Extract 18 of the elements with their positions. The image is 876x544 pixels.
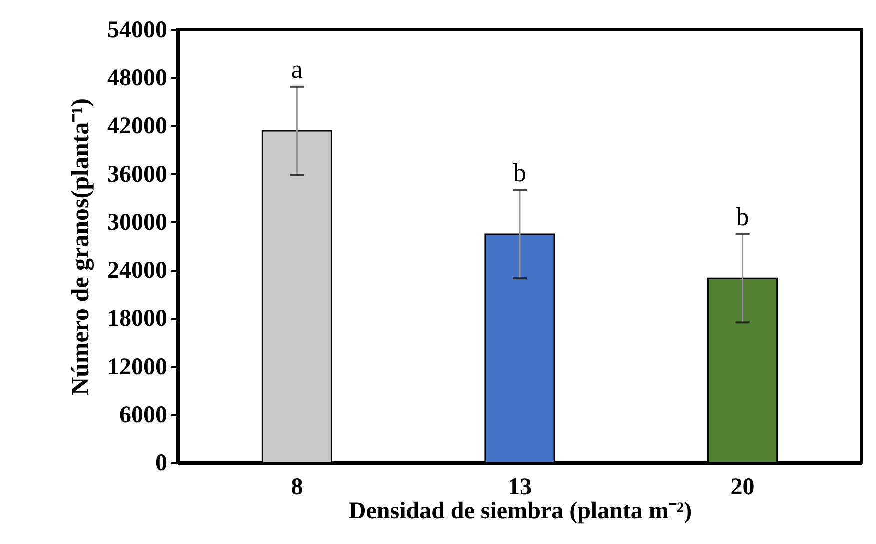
- x-tick-label: 20: [730, 474, 755, 500]
- y-tick-label: 6000: [120, 402, 168, 428]
- y-tick-label: 36000: [108, 162, 168, 188]
- x-axis-title: Densidad de siembra (planta m⁻²): [348, 498, 692, 524]
- y-axis-title: Número de granos(planta⁻¹): [68, 98, 94, 396]
- x-tick-label: 13: [508, 474, 532, 500]
- y-tick-label: 24000: [108, 258, 168, 284]
- annotation: b: [514, 158, 526, 188]
- annotation: a: [291, 54, 304, 84]
- y-tick-label: 18000: [108, 306, 168, 332]
- y-tick-label: 54000: [108, 18, 168, 44]
- x-tick-label: 8: [291, 474, 304, 500]
- y-tick-label: 30000: [108, 210, 168, 236]
- y-tick-label: 0: [156, 450, 168, 476]
- y-tick-label: 48000: [108, 66, 168, 92]
- annotation: b: [736, 202, 750, 232]
- y-tick-label: 42000: [108, 114, 168, 140]
- y-tick-label: 12000: [108, 354, 168, 380]
